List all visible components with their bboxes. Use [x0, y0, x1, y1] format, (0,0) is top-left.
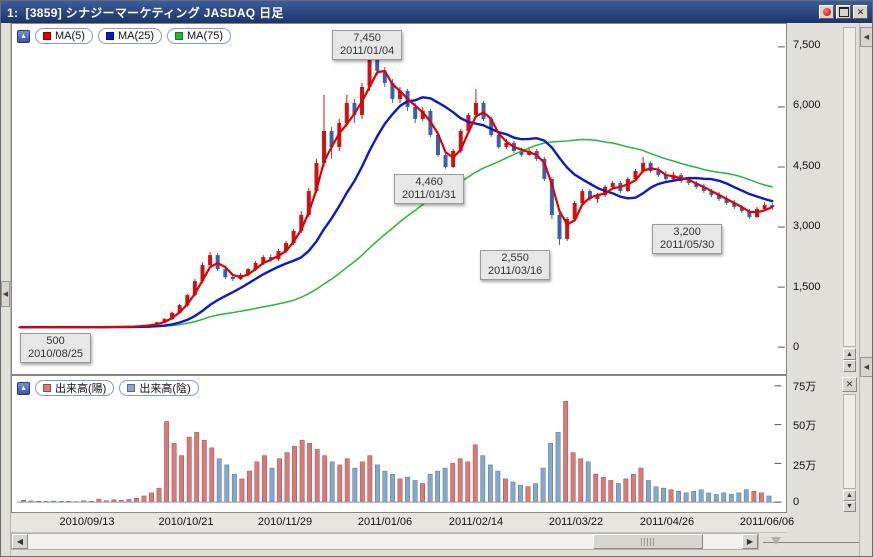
price-panel: ▲ MA(5) MA(25) MA(75) 7,450 2011/01/04 4,460… — [11, 23, 787, 375]
zoom-slider-track — [763, 542, 867, 543]
date-axis-label: 2011/03/22 — [548, 516, 604, 528]
annotation-date: 2011/01/04 — [340, 45, 395, 57]
volume-y-axis: 75万 50万 25万 0 — [791, 375, 837, 513]
date-axis-label: 2011/01/06 — [357, 516, 413, 528]
date-axis-label: 2010/11/29 — [257, 516, 313, 528]
volume-panel-close-button[interactable]: ✕ — [842, 377, 857, 392]
price-annotation: 3,200 2011/05/30 — [652, 224, 723, 254]
ma-legend-chip[interactable]: MA(5) — [35, 28, 93, 44]
zoom-slider[interactable] — [763, 534, 867, 550]
annotation-date: 2011/05/30 — [660, 239, 715, 251]
annotation-value: 500 — [46, 335, 65, 347]
annotation-value: 3,200 — [673, 226, 701, 238]
maximize-icon — [838, 7, 849, 17]
price-axis-label: 4,500 — [793, 159, 821, 172]
annotation-value: 7,450 — [353, 32, 381, 44]
annotation-value: 2,550 — [501, 252, 529, 264]
scroll-right-button[interactable]: ▶ — [742, 534, 758, 549]
price-plot[interactable] — [12, 24, 786, 374]
price-axis-label: 3,000 — [793, 220, 821, 233]
price-legend: ▲ MA(5) MA(25) MA(75) — [17, 28, 232, 44]
volume-legend-chip[interactable]: 出来高(陽) — [35, 380, 115, 396]
red-circle-icon — [822, 8, 831, 16]
scroll-left-button[interactable]: ◀ — [12, 534, 28, 549]
date-axis-label: 2011/06/06 — [739, 516, 795, 528]
volume-axis-label: 25万 — [793, 459, 817, 472]
volume-plot[interactable] — [12, 376, 786, 512]
volume-scroll-up-button[interactable]: ▲ — [843, 490, 856, 501]
volume-axis-label: 50万 — [793, 420, 817, 433]
annotation-date: 2011/03/16 — [488, 265, 543, 277]
titlebar-buttons: ✕ — [819, 5, 872, 19]
date-axis-label: 2010/10/21 — [158, 516, 214, 528]
volume-legend-chip-swatch-icon — [43, 384, 51, 392]
annotation-date: 2011/01/31 — [402, 189, 457, 201]
date-axis-label: 2010/09/13 — [59, 516, 115, 528]
price-annotation: 7,450 2011/01/04 — [332, 30, 403, 60]
price-annotation: 4,460 2011/01/31 — [394, 174, 465, 204]
volume-vertical-scrollbar[interactable] — [843, 394, 856, 489]
collapse-right-top-button[interactable]: ◀ — [860, 27, 872, 47]
volume-legend-chip-label: 出来高(陽) — [55, 383, 107, 395]
ma-legend-chip-swatch-icon — [105, 32, 114, 40]
right-splitter — [859, 23, 872, 556]
price-annotation: 500 2010/08/25 — [20, 333, 92, 363]
titlebar[interactable]: 1: [3859] シナジーマーケティング JASDAQ 日足 ✕ — [1, 1, 872, 23]
collapse-left-panel-button[interactable]: ◀ — [1, 281, 10, 307]
ma-legend-chip-label: MA(25) — [117, 30, 155, 42]
maximize-button[interactable] — [836, 5, 851, 19]
horizontal-scrollbar: ◀ ▶ — [11, 533, 759, 550]
ma-legend-chip-label: MA(75) — [187, 30, 224, 42]
annotation-date: 2010/08/25 — [28, 348, 84, 360]
price-axis-label: 1,500 — [793, 280, 821, 293]
date-axis: 2010/09/13 2010/10/21 2010/11/29 2011/01/06… — [11, 513, 794, 533]
annotation-value: 4,460 — [415, 176, 443, 188]
price-axis-label: 7,500 — [793, 39, 821, 51]
volume-scroll-down-button[interactable]: ▼ — [843, 501, 856, 512]
price-panel-settings-button[interactable]: ▲ — [17, 29, 30, 43]
ma-legend-chip-swatch-icon — [43, 32, 51, 40]
price-annotation: 2,550 2011/03/16 — [480, 250, 551, 280]
zoom-slider-thumb-icon[interactable] — [771, 537, 781, 545]
close-button[interactable]: ✕ — [853, 5, 868, 19]
volume-legend-chip-swatch-icon — [127, 384, 136, 392]
volume-panel-settings-button[interactable]: ▲ — [17, 381, 30, 395]
ma-legend-chip-label: MA(5) — [55, 30, 85, 42]
price-axis-label: 6,000 — [793, 99, 821, 112]
ma-legend-chip[interactable]: MA(25) — [97, 28, 163, 44]
volume-axis-label: 75万 — [793, 381, 817, 393]
price-axis-label: 0 — [793, 341, 800, 353]
window-title: 1: [3859] シナジーマーケティング JASDAQ 日足 — [7, 5, 284, 20]
left-splitter: ◀ — [1, 23, 11, 556]
horizontal-scrollbar-thumb[interactable] — [593, 534, 703, 549]
alert-button[interactable] — [819, 5, 834, 19]
thumb-grip-icon — [641, 537, 655, 546]
date-axis-label: 2011/02/14 — [448, 516, 504, 528]
volume-panel: ▲ 出来高(陽) 出来高(陰) — [11, 375, 787, 513]
price-scroll-up-button[interactable]: ▲ — [843, 348, 856, 360]
ma-legend-chip-swatch-icon — [175, 32, 184, 40]
date-axis-label: 2011/04/26 — [639, 516, 695, 528]
collapse-right-mid-button[interactable]: ◀ — [860, 357, 872, 377]
price-vertical-scrollbar[interactable] — [843, 27, 856, 347]
horizontal-scrollbar-track[interactable] — [28, 534, 742, 549]
volume-axis-label: 0 — [793, 496, 800, 508]
ma-legend-chip[interactable]: MA(75) — [167, 28, 232, 44]
volume-legend-chip-label: 出来高(陰) — [139, 383, 191, 395]
volume-legend: ▲ 出来高(陽) 出来高(陰) — [17, 380, 199, 396]
volume-legend-chip[interactable]: 出来高(陰) — [119, 380, 199, 396]
price-y-axis: 7,500 6,000 4,500 3,000 1,500 0 — [791, 23, 837, 375]
price-scroll-down-button[interactable]: ▼ — [843, 360, 856, 372]
